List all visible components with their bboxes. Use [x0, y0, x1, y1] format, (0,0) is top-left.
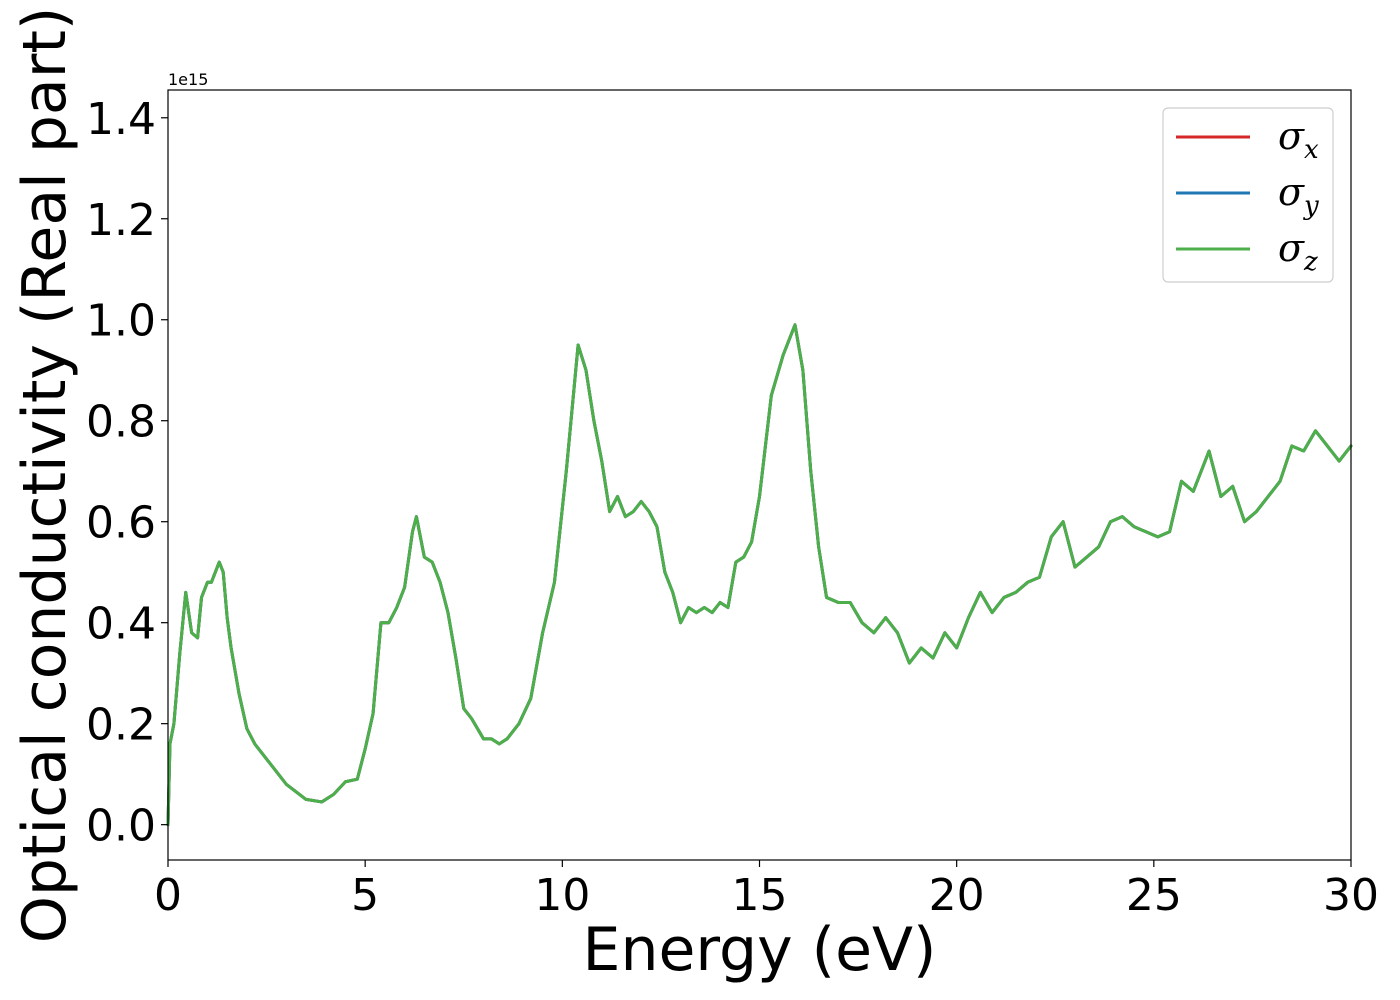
- x-tick-label: 20: [929, 870, 985, 921]
- y-axis-title: Optical conductivity (Real part): [10, 7, 80, 944]
- y-tick-label: 0.6: [86, 498, 156, 549]
- x-axis: 0 5 10 15 20 25 30: [154, 860, 1379, 921]
- x-tick-label: 5: [351, 870, 379, 921]
- series-layer: [166, 323, 1353, 827]
- y-offset-label: 1e15: [168, 70, 208, 89]
- y-tick-label: 0.4: [86, 599, 156, 650]
- y-tick-label: 1.4: [86, 94, 156, 145]
- x-tick-label: 30: [1323, 870, 1379, 921]
- y-axis: 0.0 0.2 0.4 0.6 0.8 1.0 1.2 1.4: [86, 94, 168, 852]
- y-tick-label: 0.0: [86, 801, 156, 852]
- legend-label: σy: [1278, 170, 1319, 221]
- legend-box: [1162, 107, 1334, 283]
- y-tick-label: 0.8: [86, 397, 156, 448]
- y-tick-label: 1.2: [86, 195, 156, 246]
- legend-label: σz: [1278, 226, 1318, 277]
- x-tick-label: 15: [732, 870, 788, 921]
- legend-label: σx: [1278, 114, 1319, 165]
- x-axis-title: Energy (eV): [583, 915, 937, 985]
- y-tick-label: 0.2: [86, 700, 156, 751]
- x-tick-label: 0: [154, 870, 182, 921]
- x-tick-label: 10: [534, 870, 590, 921]
- series-line-3: [166, 323, 1353, 827]
- x-tick-label: 25: [1126, 870, 1182, 921]
- y-tick-label: 1.0: [86, 296, 156, 347]
